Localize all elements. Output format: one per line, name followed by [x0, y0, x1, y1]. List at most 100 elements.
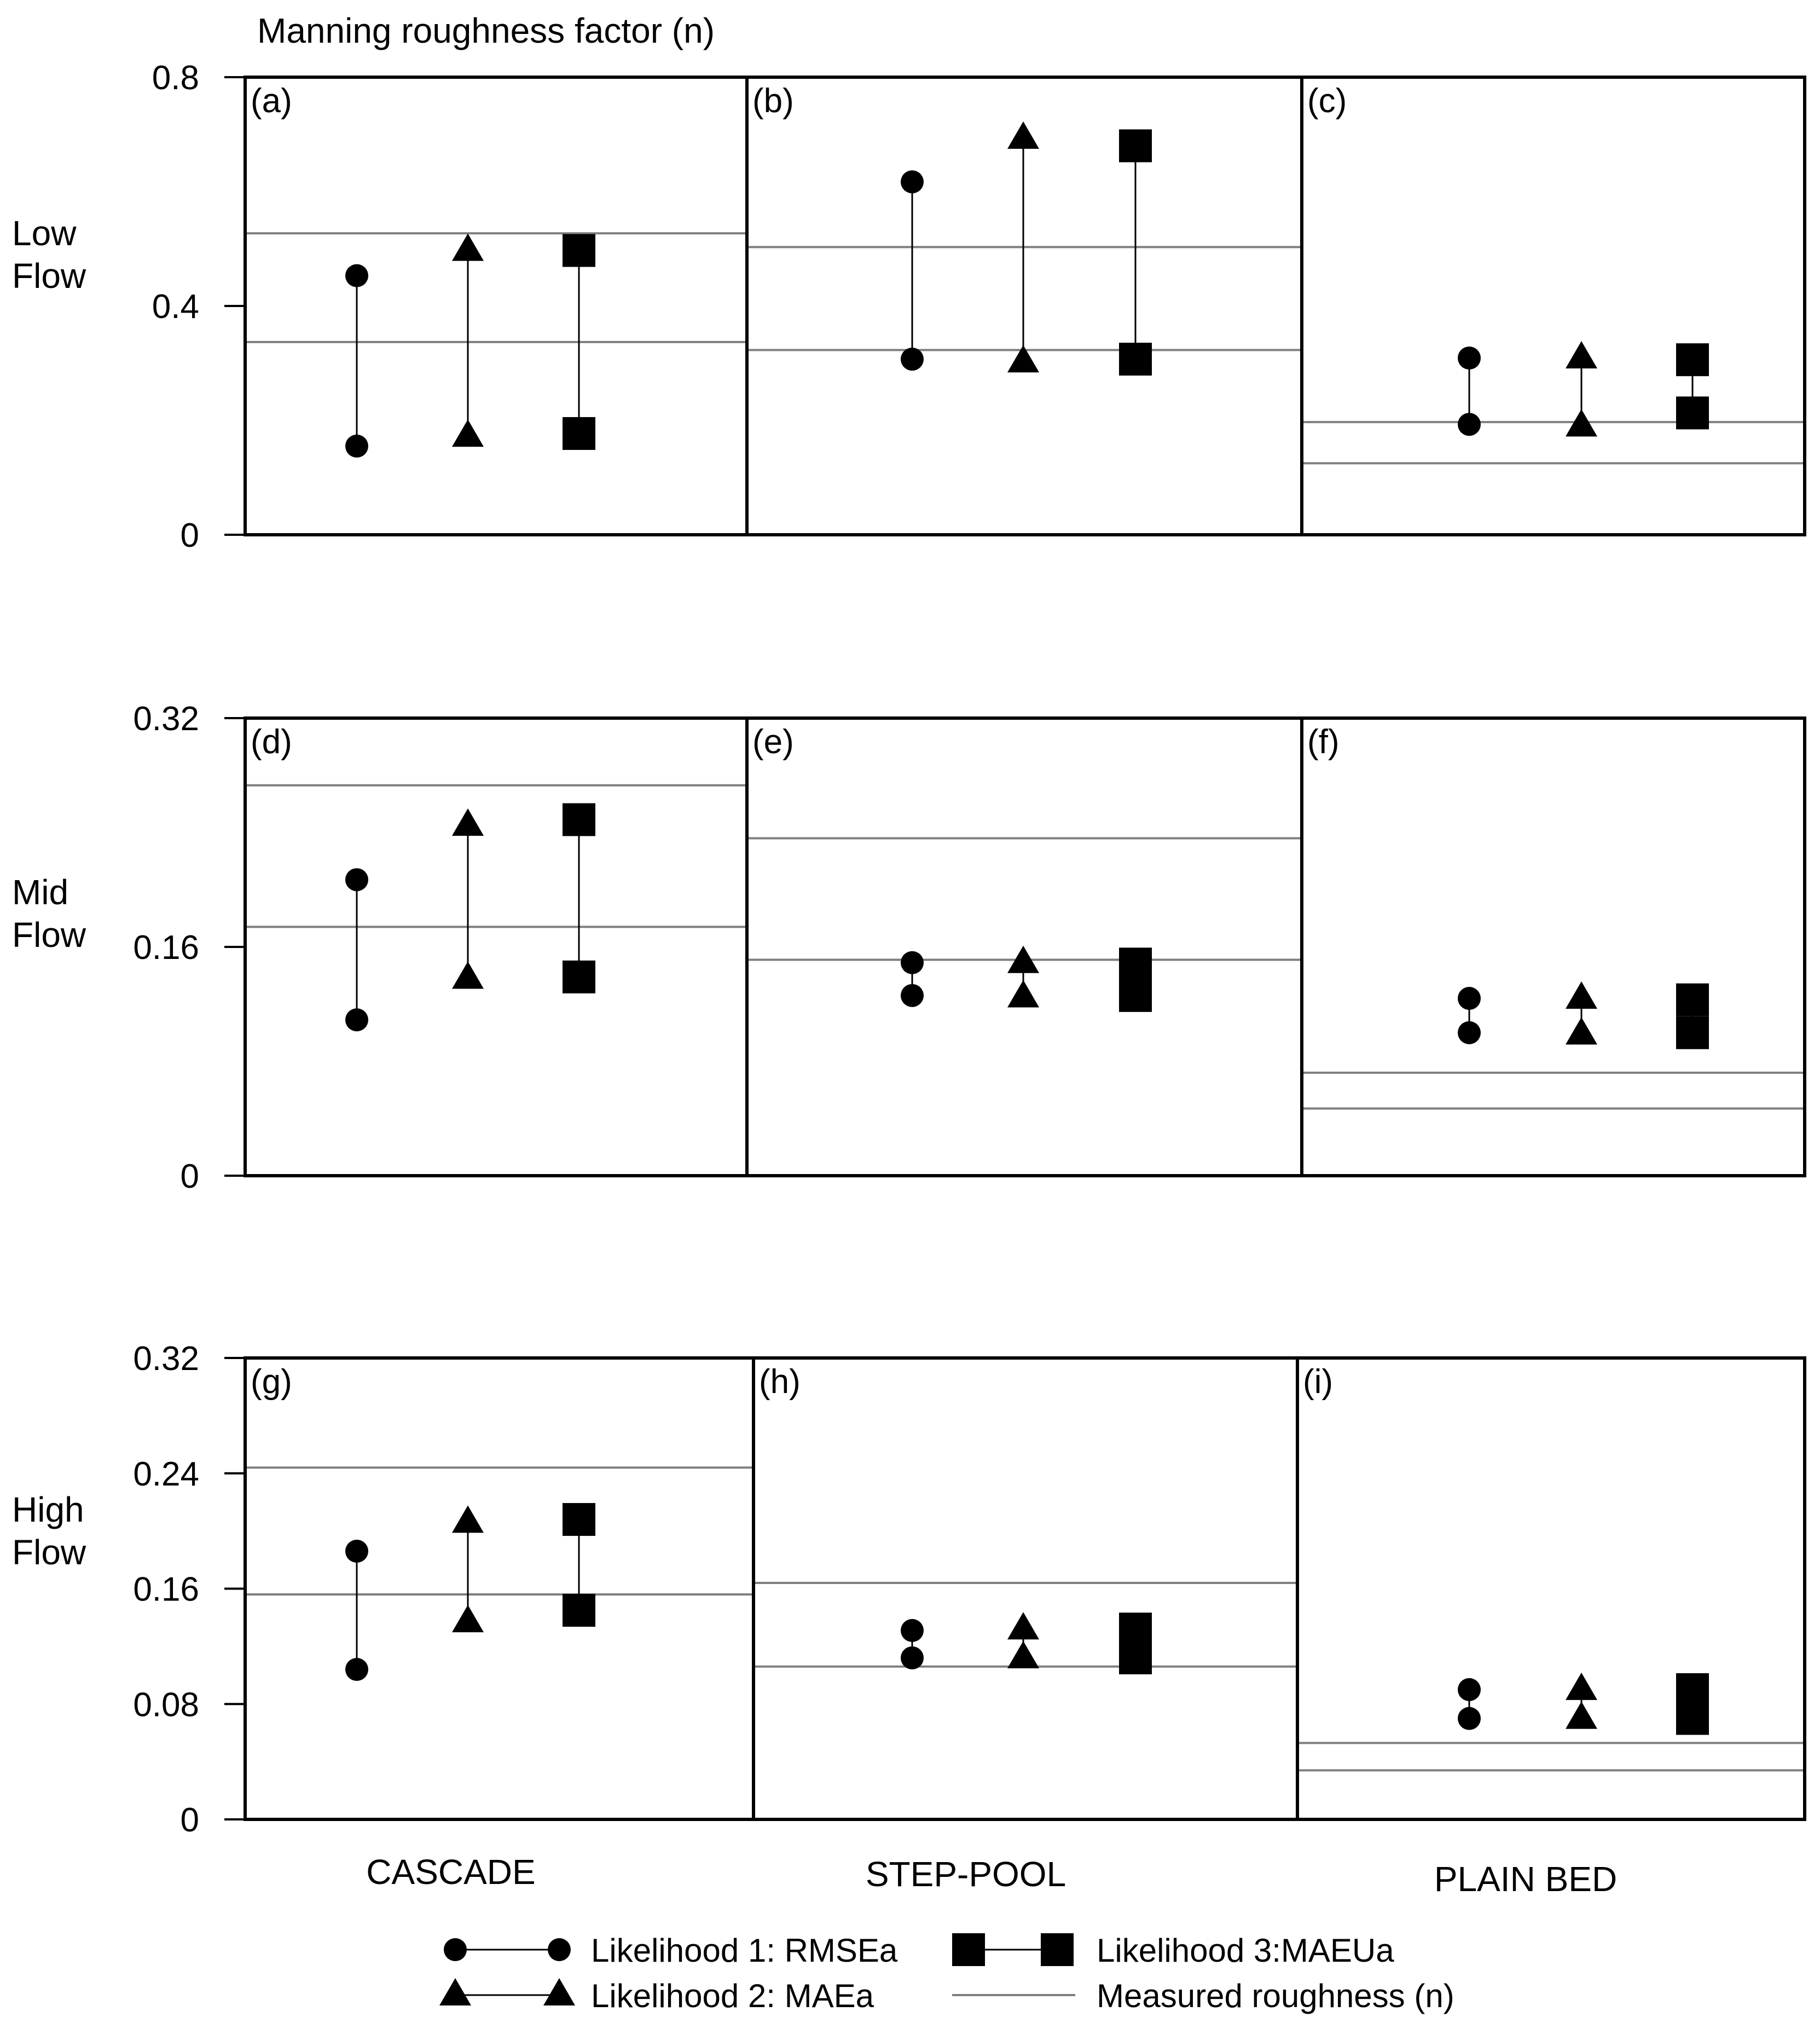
square-marker-low	[1119, 1641, 1152, 1674]
panel-letter: (a)	[251, 82, 292, 120]
circle-marker-high	[345, 1540, 368, 1563]
circle-marker-high	[901, 1619, 924, 1642]
panel-c: (c)	[1302, 82, 1805, 465]
triangle-marker-high	[1007, 121, 1039, 149]
legend-entry-4: Measured roughness (n)	[952, 1978, 1454, 2014]
y-tick-label: 0.24	[133, 1455, 199, 1493]
triangle-marker-low	[1566, 409, 1597, 437]
circle-marker-high	[345, 868, 368, 892]
triangle-marker-high	[452, 808, 484, 836]
panel-e: (e)	[747, 723, 1302, 1012]
triangle-marker-low	[1566, 1701, 1597, 1729]
circle-marker-low	[345, 435, 368, 458]
square-marker-low	[1119, 343, 1152, 376]
circle-marker-low	[901, 348, 924, 371]
y-tick-label: 0	[181, 517, 199, 554]
panel-g: (g)	[245, 1363, 753, 1681]
panel-a: (a)	[245, 82, 747, 458]
y-tick-label: 0.16	[133, 1571, 199, 1609]
circle-marker-low	[345, 1658, 368, 1681]
chart-title: Manning roughness factor (n)	[257, 11, 715, 50]
y-tick-label: 0.32	[133, 1340, 199, 1378]
triangle-marker-low	[1566, 1017, 1597, 1045]
square-marker-low	[1676, 396, 1709, 430]
square-marker-low	[563, 960, 595, 993]
square-marker-high	[1676, 1673, 1709, 1706]
circle-marker-high	[1458, 1678, 1481, 1701]
square-marker-high	[563, 1503, 595, 1536]
y-tick-label: 0	[181, 1801, 199, 1839]
circle-marker-high	[1458, 987, 1481, 1010]
panel-f: (f)	[1302, 723, 1805, 1110]
triangle-marker-high	[1007, 945, 1039, 973]
panel-letter: (h)	[759, 1363, 801, 1401]
legend-label: Likelihood 3:MAEUa	[1097, 1932, 1394, 1969]
legend-square-marker	[1041, 1933, 1074, 1966]
column-labels: CASCADE STEP-POOL PLAIN BED	[366, 1852, 1617, 1899]
circle-marker-high	[901, 170, 924, 194]
y-tick-label: 0.08	[133, 1686, 199, 1724]
panel-letter: (i)	[1303, 1363, 1333, 1401]
legend-square-marker	[952, 1933, 985, 1966]
y-tick-label: 0.4	[152, 288, 199, 326]
triangle-marker-low	[452, 419, 484, 447]
square-marker-high	[563, 803, 595, 836]
legend-triangle-marker	[439, 1978, 471, 2005]
circle-marker-low	[901, 984, 924, 1007]
row-label: High	[12, 1490, 84, 1529]
y-tick-label: 0.16	[133, 929, 199, 967]
triangle-marker-high	[452, 233, 484, 261]
circle-marker-low	[1458, 413, 1481, 436]
square-marker-high	[1119, 947, 1152, 981]
circle-marker-high	[901, 951, 924, 974]
panel-letter: (f)	[1307, 723, 1340, 761]
square-marker-low	[1676, 1702, 1709, 1735]
circle-marker-low	[1458, 1707, 1481, 1730]
row-label: Flow	[12, 256, 86, 296]
circle-marker-low	[901, 1646, 924, 1669]
panel-i: (i)	[1297, 1363, 1805, 1772]
row-label: Flow	[12, 915, 86, 955]
plot-frame	[244, 1356, 1806, 1821]
square-marker-high	[1676, 983, 1709, 1016]
triangle-marker-high	[1007, 1612, 1039, 1640]
panel-b: (b)	[747, 82, 1302, 376]
triangle-marker-low	[1007, 345, 1039, 373]
triangle-marker-low	[452, 1605, 484, 1633]
circle-marker-low	[345, 1008, 368, 1032]
column-label-step-pool: STEP-POOL	[866, 1854, 1066, 1894]
circle-marker-high	[345, 264, 368, 287]
legend-entry-1: Likelihood 1: RMSEa	[444, 1932, 898, 1969]
y-tick-label: 0.8	[152, 59, 199, 97]
legend-entry-2: Likelihood 3:MAEUa	[952, 1932, 1394, 1969]
square-marker-high	[1119, 1612, 1152, 1646]
square-marker-low	[1119, 979, 1152, 1012]
legend-entry-3: Likelihood 2: MAEa	[439, 1978, 874, 2014]
y-tick-label: 0	[181, 1158, 199, 1195]
panel-h: (h)	[753, 1363, 1297, 1674]
row-label: Low	[12, 213, 77, 253]
circle-marker-low	[1458, 1021, 1481, 1044]
legend-circle-marker	[548, 1938, 571, 1961]
circle-marker-high	[1458, 346, 1481, 370]
legend-circle-marker	[444, 1938, 467, 1961]
square-marker-low	[563, 1594, 595, 1627]
legend-label: Measured roughness (n)	[1097, 1978, 1454, 2014]
panel-d: (d)	[245, 723, 747, 1032]
square-marker-low	[1676, 1016, 1709, 1049]
square-marker-high	[1119, 129, 1152, 163]
plot-frame	[244, 76, 1806, 536]
panel-letter: (b)	[752, 82, 794, 120]
column-label-cascade: CASCADE	[366, 1852, 535, 1892]
row-label: Mid	[12, 872, 68, 912]
column-label-plain-bed: PLAIN BED	[1434, 1859, 1617, 1899]
panel-letter: (d)	[251, 723, 292, 761]
square-marker-high	[1676, 343, 1709, 377]
y-tick-label: 0.32	[133, 700, 199, 738]
panel-letter: (g)	[251, 1363, 292, 1401]
chart-row-3: High Flow 0 0.08 0.16 0.24 0.32 (g) (h) (i)	[12, 1340, 1806, 1839]
